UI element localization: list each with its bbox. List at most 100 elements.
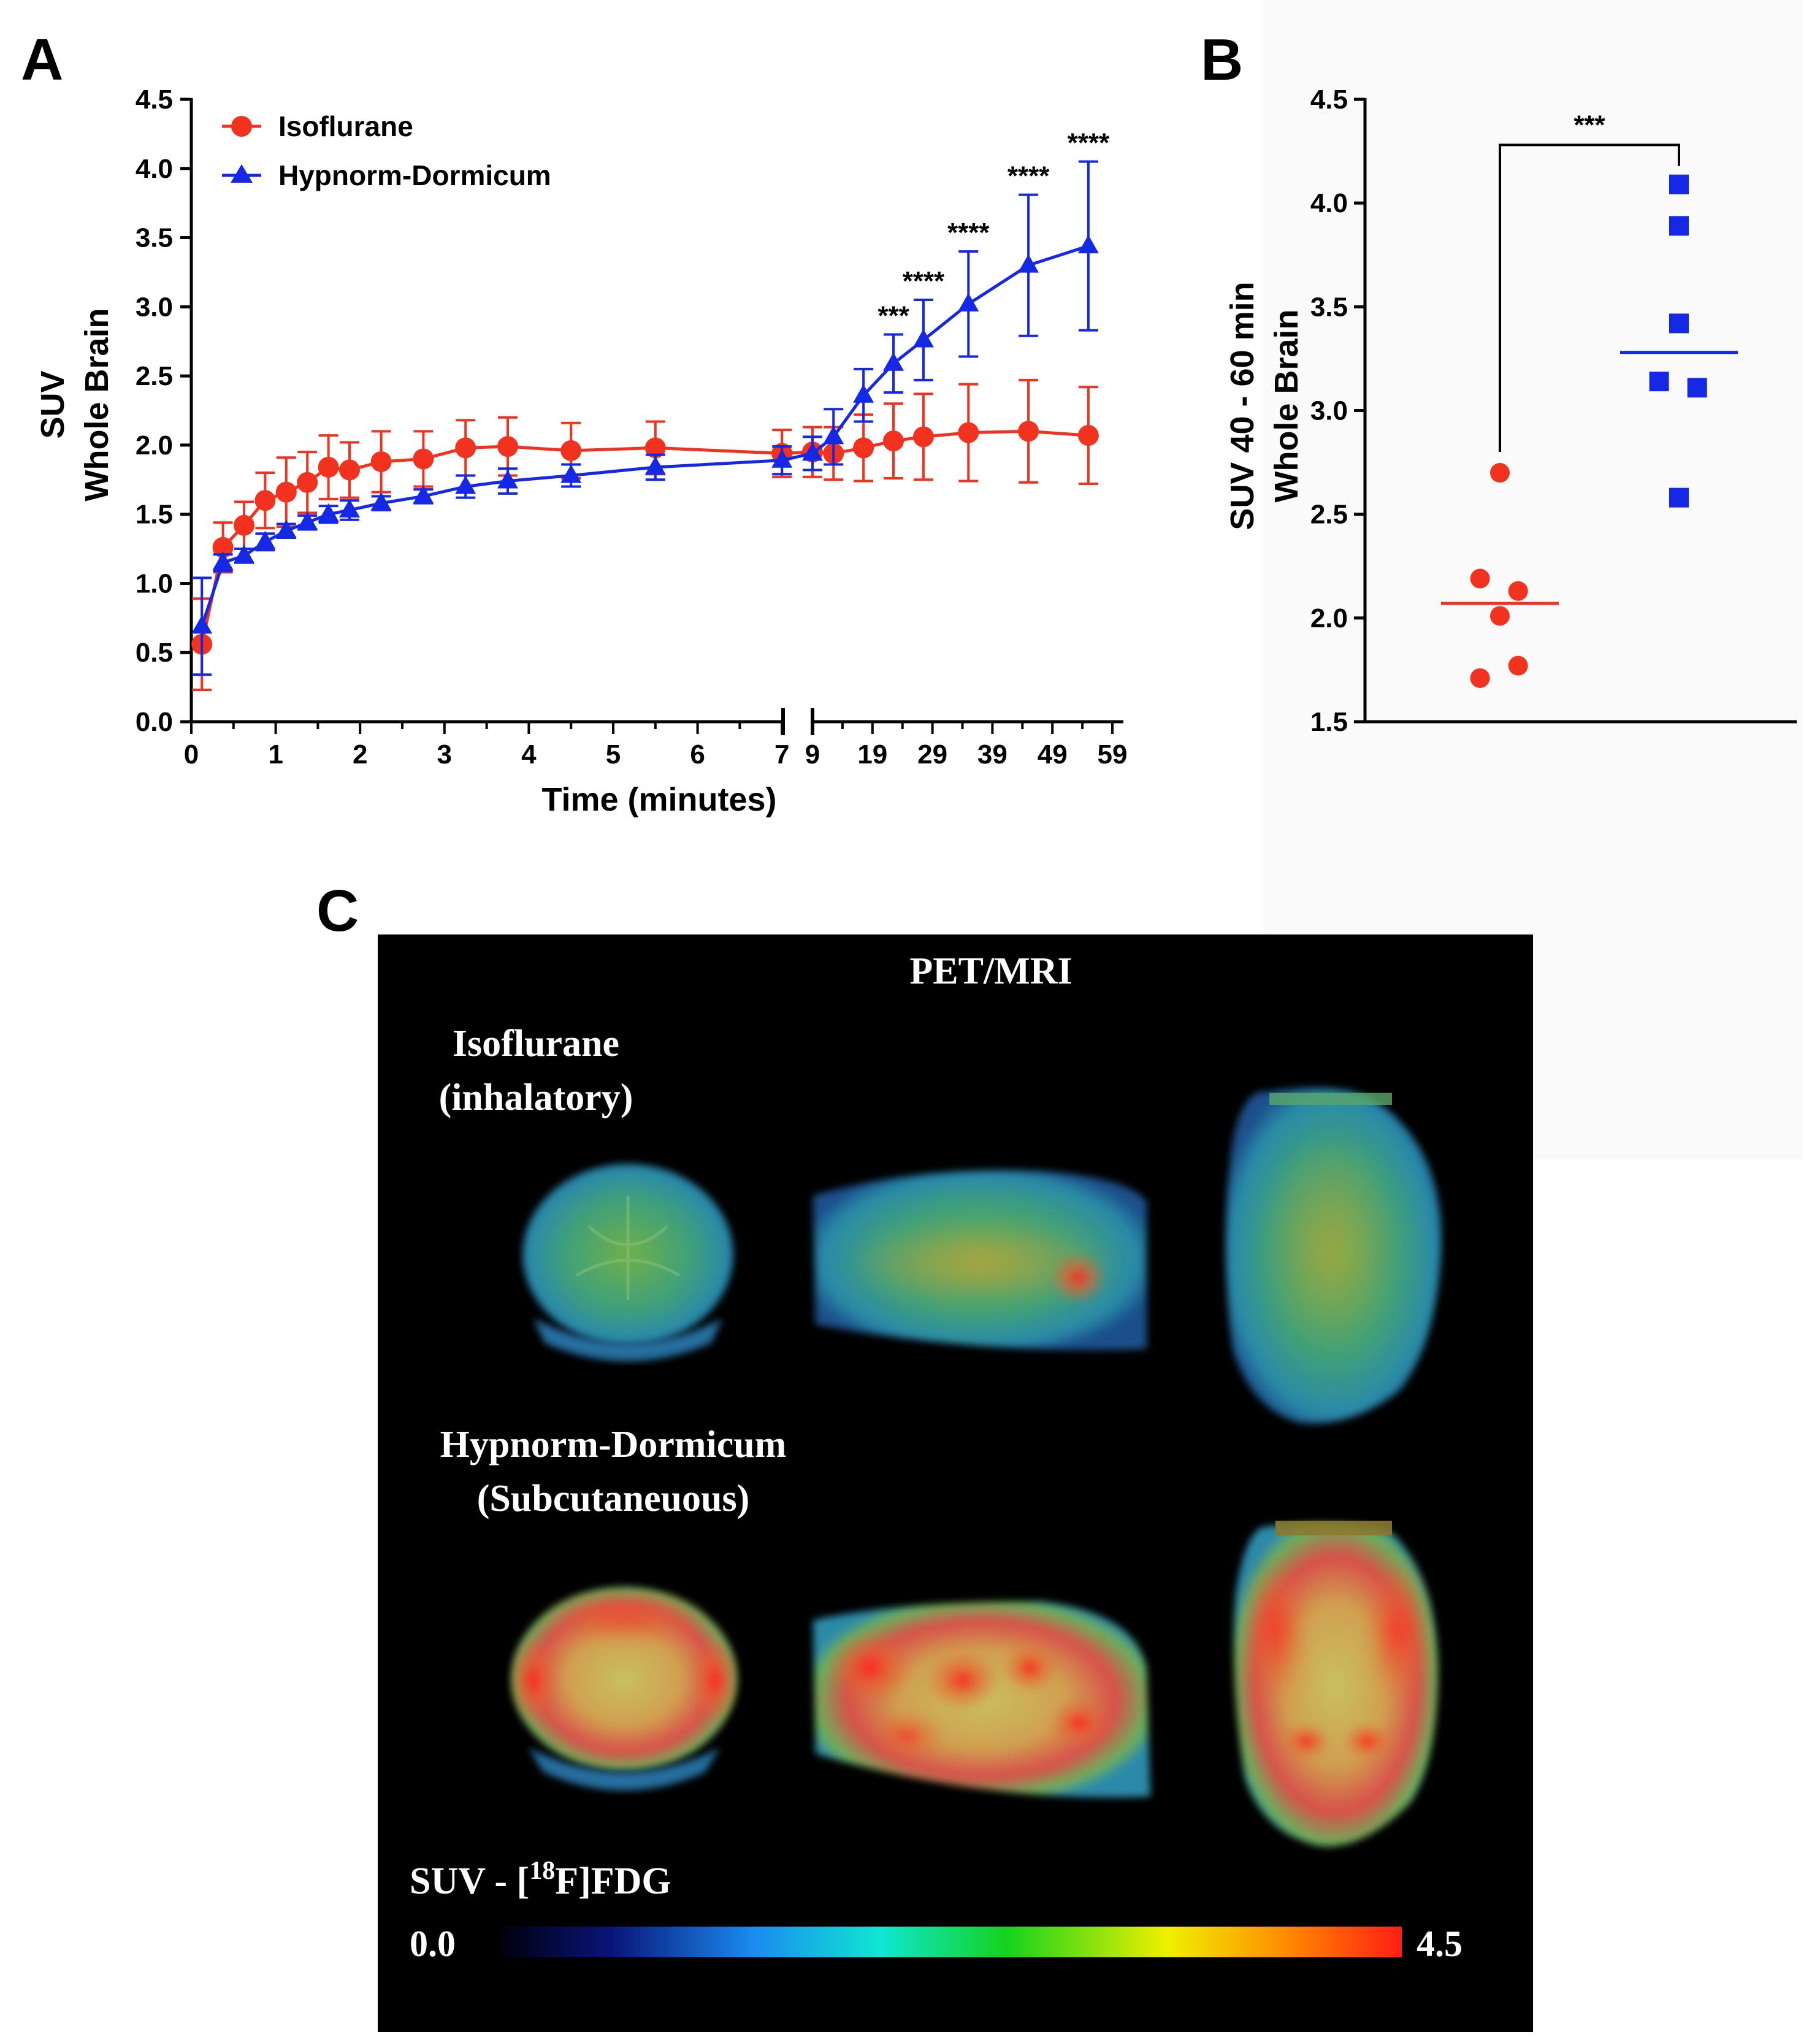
- hypnorm-sagittal-image: [813, 1601, 1150, 1798]
- isoflurane-coronal-image: [522, 1164, 733, 1361]
- panel-a-series: [191, 160, 1099, 692]
- series-isoflurane: [191, 378, 1099, 692]
- group-isoflurane: [1441, 463, 1559, 688]
- panel-b-y-tick-label: 3.5: [1310, 292, 1348, 322]
- data-point: [318, 503, 339, 522]
- panel-a-y-tick-label: 1.0: [136, 568, 173, 598]
- pet-title: PET/MRI: [909, 950, 1072, 992]
- colorbar-min-label: 0.0: [410, 1924, 456, 1964]
- data-point: [497, 436, 518, 457]
- data-point: [1508, 655, 1528, 676]
- legend-hypnorm-label: Hypnorm-Dormicum: [278, 159, 551, 191]
- panel-a-y-tick-label: 0.0: [136, 707, 173, 737]
- significance-label: ****: [947, 218, 990, 248]
- data-point: [771, 449, 793, 468]
- panel-b-significance-label: ***: [1573, 110, 1605, 140]
- data-point: [1490, 463, 1510, 483]
- row2-label-line1: Hypnorm-Dormicum: [440, 1424, 787, 1466]
- panel-a-y-tick-label: 0.5: [136, 638, 173, 668]
- data-point: [318, 456, 339, 478]
- panel-a-legend: Isoflurane Hypnorm-Dormicum: [222, 110, 551, 191]
- data-point: [191, 615, 213, 634]
- panel-b-points: [1441, 174, 1738, 688]
- data-point: [1687, 378, 1707, 398]
- panel-c-pet-mri: PET/MRI Isoflurane (inhalatory) Hypnorm-…: [378, 934, 1533, 2032]
- panel-label-a: A: [21, 27, 63, 93]
- hypnorm-axial-image: [1234, 1521, 1439, 1847]
- panel-label-b: B: [1201, 27, 1243, 93]
- data-point: [958, 422, 979, 443]
- panel-label-c: C: [316, 878, 359, 944]
- significance-bracket: [1499, 143, 1680, 452]
- panel-a-x-tick-label: 4: [521, 740, 537, 770]
- data-point: [1077, 425, 1099, 446]
- data-point: [1669, 216, 1689, 236]
- data-point: [297, 511, 318, 530]
- legend-isoflurane-label: Isoflurane: [278, 110, 413, 142]
- data-point: [802, 442, 823, 461]
- row1-label-line2: (inhalatory): [439, 1077, 633, 1118]
- significance-label: ****: [903, 266, 945, 296]
- panel-a-y-tick-label: 3.5: [136, 223, 173, 253]
- isoflurane-sagittal-image: [813, 1170, 1147, 1350]
- panel-a-ylabel-line2: Whole Brain: [78, 308, 115, 501]
- panel-a-x-tick-label: 39: [977, 740, 1008, 770]
- data-point: [212, 537, 234, 558]
- data-point: [234, 514, 254, 536]
- panel-a-x-tick-label: 6: [690, 740, 705, 770]
- panel-a-y-tick-label: 4.5: [136, 85, 173, 115]
- data-point: [560, 440, 582, 461]
- data-point: [497, 470, 518, 489]
- panel-a-x-tick-label: 29: [917, 740, 947, 770]
- colorbar: [503, 1927, 1402, 1957]
- data-point: [912, 329, 934, 348]
- panel-a-x-tick-label: 19: [857, 740, 887, 770]
- row1-label-line1: Isoflurane: [453, 1023, 619, 1064]
- panel-b-y-tick-label: 3.0: [1310, 396, 1348, 426]
- data-point: [560, 464, 582, 483]
- panel-a-y-tick-label: 3.0: [136, 292, 173, 322]
- data-point: [1490, 606, 1510, 626]
- panel-b-ylabel-line2: Whole Brain: [1268, 309, 1305, 502]
- panel-b-y-tick-label: 1.5: [1310, 707, 1348, 737]
- panel-a-y-tick-label: 4.0: [136, 154, 173, 184]
- data-point: [234, 545, 254, 564]
- data-point: [1649, 372, 1669, 392]
- series-hypnorm-dormicum: [191, 160, 1099, 676]
- data-point: [1470, 568, 1490, 589]
- data-point: [644, 456, 666, 475]
- panel-b-y-tick-label: 2.5: [1310, 500, 1348, 530]
- data-point: [413, 485, 434, 504]
- panel-a-axes: 0.0 0.5 1.0 1.5 2.0 2.5 3.0 3.5 4.0 4.5 0 1 2 3 4 5 6 7 9 1…: [136, 85, 1128, 770]
- data-point: [853, 437, 874, 459]
- data-point: [883, 352, 904, 371]
- panel-a-x-tick-label: 2: [353, 740, 367, 770]
- data-point: [1077, 235, 1099, 254]
- data-point: [1470, 668, 1490, 688]
- data-point: [958, 292, 979, 311]
- significance-label: ****: [1008, 161, 1050, 191]
- data-point: [413, 448, 434, 470]
- data-point: [455, 475, 476, 494]
- data-point: [297, 472, 318, 493]
- panel-a-x-tick-label: 7: [774, 740, 789, 770]
- data-point: [339, 459, 360, 481]
- data-point: [1508, 581, 1528, 601]
- legend-isoflurane-marker: [231, 116, 252, 137]
- significance-label: ****: [1068, 128, 1110, 158]
- panel-a-line-chart: 0.0 0.5 1.0 1.5 2.0 2.5 3.0 3.5 4.0 4.5 0 1 2 3 4 5 6 7 9 1…: [34, 85, 1127, 818]
- panel-a-x-tick-label: 3: [437, 740, 452, 770]
- data-point: [644, 437, 666, 459]
- isoflurane-axial-image: [1225, 1088, 1442, 1424]
- data-point: [370, 451, 392, 472]
- panel-a-y-tick-label: 2.5: [136, 361, 173, 391]
- significance-label: ***: [878, 300, 909, 331]
- panel-a-y-tick-label: 2.0: [136, 430, 173, 461]
- data-point: [339, 499, 360, 518]
- panel-a-significance: *******************: [878, 128, 1110, 331]
- data-point: [1018, 421, 1039, 442]
- row2-label-line2: (Subcutaneuous): [477, 1478, 749, 1519]
- panel-b-axes: 1.5 2.0 2.5 3.0 3.5 4.0 4.5 ***: [1310, 85, 1797, 737]
- panel-a-ylabel-line1: SUV: [34, 370, 71, 438]
